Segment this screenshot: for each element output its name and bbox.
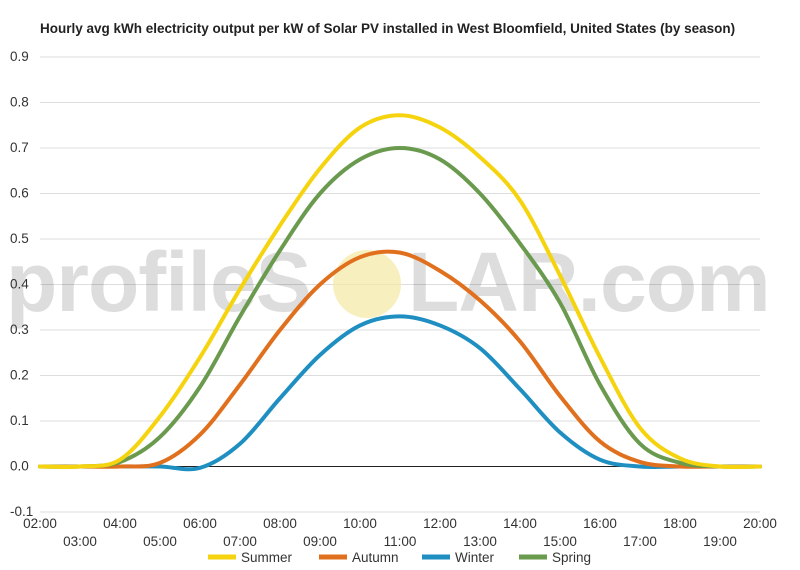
x-tick-label: 02:00 <box>23 516 57 531</box>
x-tick-label: 07:00 <box>223 534 257 549</box>
legend-label-summer: Summer <box>241 550 293 565</box>
x-tick-label: 12:00 <box>423 516 457 531</box>
x-tick-label: 18:00 <box>663 516 697 531</box>
legend-label-winter: Winter <box>455 550 495 565</box>
watermark: profileS LAR.com <box>6 235 771 329</box>
watermark-sun <box>333 250 401 318</box>
series-lines <box>38 113 762 472</box>
y-tick-label: 0.7 <box>10 140 29 155</box>
x-tick-label: 06:00 <box>183 516 217 531</box>
series-line-autumn <box>38 249 762 469</box>
series-line-summer <box>38 113 762 470</box>
x-tick-label: 17:00 <box>623 534 657 549</box>
x-tick-label: 11:00 <box>384 534 417 549</box>
x-tick-label: 16:00 <box>583 516 617 531</box>
x-tick-label: 15:00 <box>543 534 577 549</box>
series-line-spring <box>38 146 762 469</box>
x-axis: 02:00 03:00 04:00 05:00 06:00 07:00 08:00 09:00… <box>23 516 777 549</box>
legend-label-spring: Spring <box>552 550 591 565</box>
series-line-winter <box>38 314 762 472</box>
x-tick-label: 04:00 <box>103 516 137 531</box>
y-tick-label: 0.5 <box>10 231 29 246</box>
y-tick-label: 0.2 <box>10 368 29 383</box>
legend-label-autumn: Autumn <box>352 550 399 565</box>
x-tick-label: 14:00 <box>503 516 537 531</box>
watermark-text-right: LAR.com <box>408 235 770 329</box>
x-tick-label: 13:00 <box>463 534 497 549</box>
legend: Summer Autumn Winter Spring <box>208 550 591 565</box>
x-tick-label: 20:00 <box>743 516 777 531</box>
chart-title: Hourly avg kWh electricity output per kW… <box>40 21 735 36</box>
y-tick-label: -0.1 <box>10 504 33 519</box>
y-tick-label: 0.3 <box>10 322 29 337</box>
y-tick-label: 0.0 <box>10 459 29 474</box>
y-tick-label: 0.6 <box>10 186 29 201</box>
x-tick-label: 19:00 <box>703 534 737 549</box>
x-tick-label: 05:00 <box>143 534 177 549</box>
y-tick-label: 0.1 <box>10 413 29 428</box>
y-axis: -0.1 0.0 0.1 0.2 0.3 0.4 0.5 0.6 0.7 0.8 0.9 <box>10 49 33 519</box>
x-tick-label: 08:00 <box>263 516 297 531</box>
x-tick-label: 03:00 <box>63 534 97 549</box>
y-tick-label: 0.4 <box>10 277 29 292</box>
x-tick-label: 09:00 <box>303 534 337 549</box>
x-tick-label: 10:00 <box>343 516 377 531</box>
y-tick-label: 0.9 <box>10 49 29 64</box>
y-tick-label: 0.8 <box>10 95 29 110</box>
